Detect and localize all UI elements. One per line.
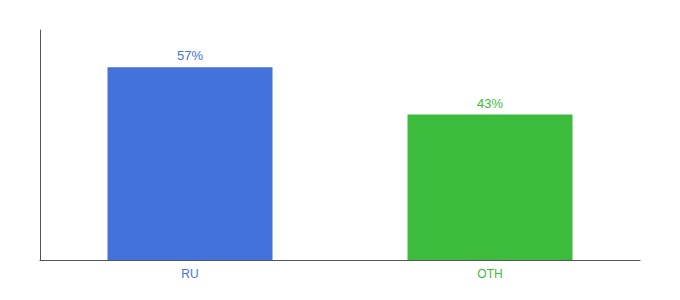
svg-text:RU: RU — [181, 267, 198, 281]
svg-text:57%: 57% — [177, 48, 203, 63]
svg-text:OTH: OTH — [477, 267, 502, 281]
svg-text:43%: 43% — [477, 96, 503, 111]
